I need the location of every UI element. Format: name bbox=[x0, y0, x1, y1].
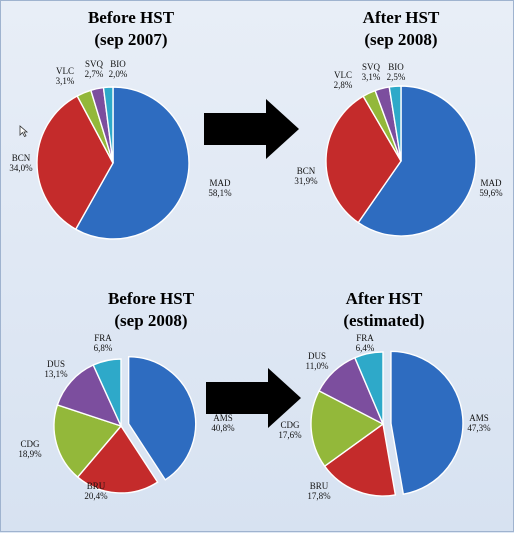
slice-value-bio: 2,5% bbox=[387, 72, 406, 82]
slice-value-vlc: 3,1% bbox=[56, 76, 75, 86]
pie-slice-bcn bbox=[325, 95, 402, 224]
pie-chart-2: After HST(sep 2008)MAD59,6%BCN31,9%VLC2,… bbox=[294, 8, 503, 237]
slice-value-ams: 47,3% bbox=[467, 423, 491, 433]
pie-slice-bcn bbox=[36, 95, 114, 231]
chart-subtitle: (sep 2007) bbox=[94, 30, 167, 49]
slice-value-cdg: 17,6% bbox=[278, 430, 302, 440]
pie-slice-bio bbox=[388, 85, 402, 162]
slice-label-dus: DUS bbox=[47, 359, 65, 369]
slice-label-fra: FRA bbox=[356, 333, 374, 343]
slice-label-dus: DUS bbox=[308, 351, 326, 361]
slice-value-bru: 17,8% bbox=[307, 491, 331, 501]
pie-slice-fra bbox=[353, 351, 384, 425]
chart-title: Before HST bbox=[108, 289, 195, 308]
chart-title: After HST bbox=[346, 289, 423, 308]
pie-slice-cdg bbox=[310, 389, 385, 468]
pie-slice-dus bbox=[56, 364, 123, 428]
pie-slice-cdg bbox=[53, 404, 123, 479]
pie-slice-mad bbox=[74, 86, 190, 240]
chart-subtitle: (sep 2008) bbox=[364, 30, 437, 49]
slice-label-mad: MAD bbox=[480, 178, 502, 188]
arrow-right-icon bbox=[204, 99, 299, 159]
chart-subtitle: (estimated) bbox=[343, 311, 424, 330]
slice-value-dus: 13,1% bbox=[44, 369, 68, 379]
slice-label-bio: BIO bbox=[388, 62, 404, 72]
chart-title: After HST bbox=[363, 8, 440, 27]
pie-slice-bru bbox=[76, 424, 159, 494]
slice-label-svq: SVQ bbox=[362, 62, 381, 72]
slice-label-bcn: BCN bbox=[297, 166, 316, 176]
pie-slice-ams bbox=[127, 356, 197, 481]
pie-slice-ams bbox=[390, 350, 464, 496]
slice-label-mad: MAD bbox=[209, 178, 231, 188]
chart-subtitle: (sep 2008) bbox=[114, 311, 187, 330]
slice-value-svq: 3,1% bbox=[362, 72, 381, 82]
chart-title: Before HST bbox=[88, 8, 175, 27]
slice-value-mad: 58,1% bbox=[208, 188, 232, 198]
slice-label-vlc: VLC bbox=[56, 66, 74, 76]
slice-value-fra: 6,8% bbox=[94, 343, 113, 353]
slice-value-cdg: 18,9% bbox=[18, 449, 42, 459]
slice-value-svq: 2,7% bbox=[85, 69, 104, 79]
slice-label-cdg: CDG bbox=[280, 420, 300, 430]
mouse-cursor-icon bbox=[19, 125, 29, 138]
slice-label-bcn: BCN bbox=[12, 153, 31, 163]
pie-slice-mad bbox=[357, 85, 477, 237]
arrow-right-icon bbox=[206, 368, 301, 428]
slice-value-bcn: 34,0% bbox=[9, 163, 33, 173]
slice-value-fra: 6,4% bbox=[356, 343, 375, 353]
slice-label-ams: AMS bbox=[469, 413, 489, 423]
slice-value-mad: 59,6% bbox=[479, 188, 503, 198]
slice-value-ams: 40,8% bbox=[211, 423, 235, 433]
pie-slice-bio bbox=[102, 86, 114, 164]
pie-slice-bru bbox=[323, 422, 397, 497]
slice-label-cdg: CDG bbox=[20, 439, 40, 449]
slice-value-dus: 11,0% bbox=[306, 361, 329, 371]
slice-label-bru: BRU bbox=[87, 481, 106, 491]
slice-value-bru: 20,4% bbox=[84, 491, 108, 501]
slice-label-svq: SVQ bbox=[85, 59, 104, 69]
slice-value-bcn: 31,9% bbox=[294, 176, 318, 186]
pie-slice-fra bbox=[92, 358, 122, 427]
slice-label-ams: AMS bbox=[213, 413, 233, 423]
slice-label-bio: BIO bbox=[110, 59, 126, 69]
slice-label-vlc: VLC bbox=[334, 70, 352, 80]
pie-chart-3: Before HST(sep 2008)AMS40,8%BRU20,4%CDG1… bbox=[18, 289, 235, 501]
slice-label-fra: FRA bbox=[94, 333, 112, 343]
slice-value-bio: 2,0% bbox=[109, 69, 128, 79]
slice-label-bru: BRU bbox=[310, 481, 329, 491]
slice-value-vlc: 2,8% bbox=[334, 80, 353, 90]
pie-chart-4: After HST(estimated)AMS47,3%BRU17,8%CDG1… bbox=[278, 289, 491, 501]
